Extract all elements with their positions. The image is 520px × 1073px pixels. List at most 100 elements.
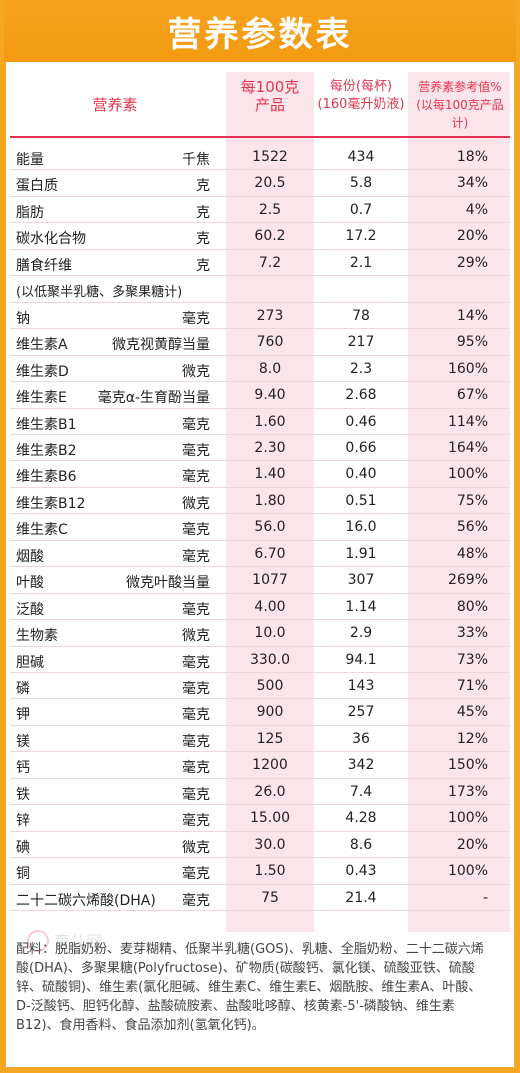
row-divider (10, 910, 510, 912)
table-row: (以低聚半乳糖、多聚果糖计) (0, 276, 520, 302)
table-row: 钠 毫克 273 78 14% (0, 303, 520, 329)
row-nrv: 48% (456, 545, 488, 562)
row-nrv: 34% (456, 175, 488, 192)
row-nrv: 164% (447, 439, 488, 456)
table-row: 维生素B12 微克 1.80 0.51 75% (0, 488, 520, 514)
row-divider (10, 486, 510, 488)
table-row: 能量 千焦 1522 434 18% (0, 144, 520, 170)
row-unit: 毫克 (182, 442, 210, 459)
row-name: 磷 (16, 681, 30, 697)
row-unit: 微克叶酸当量 (126, 575, 210, 592)
row-nrv: 173% (447, 783, 488, 800)
table-row: 铁 毫克 26.0 7.4 173% (0, 779, 520, 805)
row-per100: 15.00 (249, 810, 291, 827)
row-divider (10, 751, 510, 753)
row-perserving: 16.0 (345, 519, 377, 536)
header-nrv: 营养素参考值% (以每100克产品计) (408, 78, 512, 132)
row-unit: 毫克 (182, 681, 210, 697)
header-perserving: 每份(每杯) (160毫升奶液) (314, 78, 408, 114)
row-divider (10, 407, 510, 409)
row-unit: 毫克 (182, 813, 210, 830)
per100-column-band (226, 72, 314, 932)
row-divider (10, 513, 510, 515)
row-perserving: 0.46 (345, 413, 377, 430)
table-row: 蛋白质 克 20.5 5.8 34% (0, 170, 520, 196)
row-divider (10, 328, 510, 330)
row-nrv: 20% (456, 836, 488, 853)
table-row: 生物素 微克 10.0 2.9 33% (0, 620, 520, 646)
row-nrv: 4% (465, 201, 488, 218)
row-name: 维生素B1 (16, 416, 77, 433)
row-unit: 毫克 (182, 866, 210, 883)
header-nutrient: 营养素 (92, 96, 138, 114)
row-nrv: 71% (456, 678, 488, 694)
row-perserving: 21.4 (345, 889, 377, 906)
row-unit: 千焦 (182, 152, 210, 168)
table-row: 碘 微克 30.0 8.6 20% (0, 832, 520, 858)
row-perserving: 0.43 (345, 863, 377, 880)
row-name: 胆碱 (16, 654, 44, 671)
header-nrv-line1: 营养素参考值% (418, 80, 502, 94)
row-nrv: 100% (447, 810, 488, 827)
ingredients-text: 配料：脱脂奶粉、麦芽糊精、低聚半乳糖(GOS)、乳糖、全脂奶粉、二十二碳六烯酸(… (16, 942, 484, 1033)
table-row: 钙 毫克 1200 342 150% (0, 752, 520, 778)
row-name: 维生素E (16, 390, 67, 407)
row-per100: 1.50 (254, 863, 286, 880)
row-unit: 毫克 (182, 310, 210, 327)
row-name: (以低聚半乳糖、多聚果糖计) (16, 285, 183, 301)
row-per100: 125 (256, 730, 284, 747)
table-row: 胆碱 毫克 330.0 94.1 73% (0, 647, 520, 673)
row-nrv: 56% (456, 519, 488, 536)
table-row: 维生素A 微克视黄醇当量 760 217 95% (0, 329, 520, 355)
row-per100: 1.60 (254, 413, 286, 430)
row-name: 碘 (16, 839, 30, 856)
row-perserving: 307 (347, 572, 375, 589)
row-unit: 毫克 (182, 469, 210, 486)
row-per100: 8.0 (258, 360, 282, 377)
row-perserving: 94.1 (345, 651, 377, 668)
row-per100: 330.0 (249, 651, 291, 668)
row-perserving: 2.3 (349, 360, 373, 377)
row-name: 锌 (16, 813, 30, 830)
row-unit: 毫克 (182, 707, 210, 724)
row-per100: 1077 (252, 572, 288, 589)
row-unit: 毫克α-生育酚当量 (97, 390, 210, 407)
row-per100: 2.5 (258, 201, 282, 218)
row-nrv: 33% (456, 625, 488, 642)
row-divider (10, 830, 510, 832)
row-perserving: 257 (347, 704, 375, 721)
row-per100: 75 (261, 889, 279, 906)
row-name: 泛酸 (16, 601, 44, 618)
row-per100: 9.40 (254, 387, 286, 404)
row-nrv: 160% (447, 360, 488, 377)
row-nrv: 20% (456, 228, 488, 245)
row-per100: 10.0 (254, 625, 286, 642)
row-divider (10, 195, 510, 197)
row-divider (10, 566, 510, 568)
row-nrv: 75% (456, 492, 488, 509)
row-perserving: 2.1 (349, 254, 373, 271)
row-unit: 微克 (182, 495, 210, 512)
row-unit: 克 (196, 178, 210, 195)
row-unit: 毫克 (182, 786, 210, 803)
row-name: 镁 (16, 733, 30, 750)
row-divider (10, 275, 510, 277)
row-nrv: 67% (456, 387, 488, 404)
row-perserving: 0.51 (345, 492, 377, 509)
row-name: 生物素 (16, 628, 58, 645)
page-title: 营养参数表 (4, 0, 516, 62)
row-name: 蛋白质 (16, 178, 58, 195)
row-name: 铜 (16, 866, 30, 883)
row-name: 能量 (16, 152, 44, 168)
row-nrv: 73% (456, 651, 488, 668)
row-name: 维生素C (16, 522, 68, 539)
row-perserving: 8.6 (349, 836, 373, 853)
table-row: 磷 毫克 500 143 71% (0, 673, 520, 699)
row-perserving: 4.28 (345, 810, 377, 827)
row-unit: 微克 (182, 628, 210, 645)
table-row: 维生素B1 毫克 1.60 0.46 114% (0, 409, 520, 435)
row-name: 钙 (16, 760, 30, 777)
row-name: 钾 (16, 707, 30, 724)
row-nrv: 269% (447, 572, 488, 589)
row-unit: 毫克 (182, 654, 210, 671)
